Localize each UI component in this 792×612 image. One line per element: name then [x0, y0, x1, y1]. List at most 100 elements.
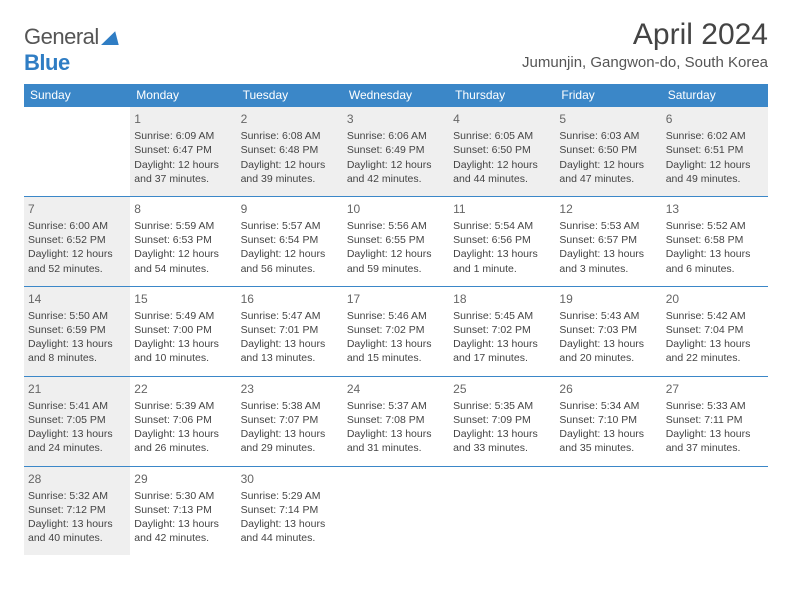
daylight1-text: Daylight: 12 hours: [347, 158, 445, 172]
daylight1-text: Daylight: 12 hours: [241, 247, 339, 261]
daylight1-text: Daylight: 13 hours: [666, 337, 764, 351]
daylight2-text: and 42 minutes.: [347, 172, 445, 186]
daylight1-text: Daylight: 13 hours: [28, 337, 126, 351]
daylight1-text: Daylight: 13 hours: [559, 247, 657, 261]
daylight2-text: and 33 minutes.: [453, 441, 551, 455]
day-number: 25: [453, 381, 551, 397]
day-header-saturday: Saturday: [662, 84, 768, 106]
daylight1-text: Daylight: 13 hours: [559, 337, 657, 351]
daylight1-text: Daylight: 13 hours: [134, 427, 232, 441]
day-number: 27: [666, 381, 764, 397]
day-cell-29: 29Sunrise: 5:30 AMSunset: 7:13 PMDayligh…: [130, 466, 236, 556]
daylight2-text: and 56 minutes.: [241, 262, 339, 276]
daylight1-text: Daylight: 13 hours: [347, 337, 445, 351]
daylight1-text: Daylight: 13 hours: [347, 427, 445, 441]
daylight1-text: Daylight: 13 hours: [559, 427, 657, 441]
daylight1-text: Daylight: 13 hours: [453, 337, 551, 351]
daylight2-text: and 54 minutes.: [134, 262, 232, 276]
day-number: 4: [453, 111, 551, 127]
day-cell-21: 21Sunrise: 5:41 AMSunset: 7:05 PMDayligh…: [24, 376, 130, 466]
day-cell-22: 22Sunrise: 5:39 AMSunset: 7:06 PMDayligh…: [130, 376, 236, 466]
daylight2-text: and 44 minutes.: [453, 172, 551, 186]
sunrise-text: Sunrise: 5:37 AM: [347, 399, 445, 413]
sunset-text: Sunset: 7:14 PM: [241, 503, 339, 517]
day-cell-14: 14Sunrise: 5:50 AMSunset: 6:59 PMDayligh…: [24, 286, 130, 376]
empty-cell: [24, 106, 130, 196]
day-cell-15: 15Sunrise: 5:49 AMSunset: 7:00 PMDayligh…: [130, 286, 236, 376]
sunset-text: Sunset: 7:06 PM: [134, 413, 232, 427]
daylight2-text: and 35 minutes.: [559, 441, 657, 455]
sunrise-text: Sunrise: 5:43 AM: [559, 309, 657, 323]
sunset-text: Sunset: 7:13 PM: [134, 503, 232, 517]
daylight2-text: and 47 minutes.: [559, 172, 657, 186]
daylight2-text: and 17 minutes.: [453, 351, 551, 365]
sunrise-text: Sunrise: 5:52 AM: [666, 219, 764, 233]
sunrise-text: Sunrise: 5:33 AM: [666, 399, 764, 413]
sunset-text: Sunset: 6:50 PM: [453, 143, 551, 157]
day-number: 23: [241, 381, 339, 397]
day-cell-9: 9Sunrise: 5:57 AMSunset: 6:54 PMDaylight…: [237, 196, 343, 286]
sunset-text: Sunset: 6:53 PM: [134, 233, 232, 247]
day-cell-4: 4Sunrise: 6:05 AMSunset: 6:50 PMDaylight…: [449, 106, 555, 196]
daylight2-text: and 20 minutes.: [559, 351, 657, 365]
daylight1-text: Daylight: 13 hours: [666, 247, 764, 261]
sunrise-text: Sunrise: 5:49 AM: [134, 309, 232, 323]
daylight1-text: Daylight: 13 hours: [453, 427, 551, 441]
sunrise-text: Sunrise: 5:41 AM: [28, 399, 126, 413]
sunset-text: Sunset: 6:56 PM: [453, 233, 551, 247]
daylight2-text: and 3 minutes.: [559, 262, 657, 276]
day-number: 21: [28, 381, 126, 397]
daylight2-text: and 37 minutes.: [134, 172, 232, 186]
day-number: 22: [134, 381, 232, 397]
daylight1-text: Daylight: 13 hours: [28, 517, 126, 531]
sunrise-text: Sunrise: 6:00 AM: [28, 219, 126, 233]
daylight2-text: and 39 minutes.: [241, 172, 339, 186]
day-cell-27: 27Sunrise: 5:33 AMSunset: 7:11 PMDayligh…: [662, 376, 768, 466]
day-cell-17: 17Sunrise: 5:46 AMSunset: 7:02 PMDayligh…: [343, 286, 449, 376]
daylight2-text: and 24 minutes.: [28, 441, 126, 455]
day-cell-11: 11Sunrise: 5:54 AMSunset: 6:56 PMDayligh…: [449, 196, 555, 286]
daylight2-text: and 49 minutes.: [666, 172, 764, 186]
day-cell-7: 7Sunrise: 6:00 AMSunset: 6:52 PMDaylight…: [24, 196, 130, 286]
day-cell-18: 18Sunrise: 5:45 AMSunset: 7:02 PMDayligh…: [449, 286, 555, 376]
day-cell-26: 26Sunrise: 5:34 AMSunset: 7:10 PMDayligh…: [555, 376, 661, 466]
sunset-text: Sunset: 7:07 PM: [241, 413, 339, 427]
daylight1-text: Daylight: 13 hours: [241, 517, 339, 531]
day-cell-30: 30Sunrise: 5:29 AMSunset: 7:14 PMDayligh…: [237, 466, 343, 556]
daylight2-text: and 8 minutes.: [28, 351, 126, 365]
day-cell-25: 25Sunrise: 5:35 AMSunset: 7:09 PMDayligh…: [449, 376, 555, 466]
header: General Blue April 2024 Jumunjin, Gangwo…: [24, 18, 768, 76]
day-number: 11: [453, 201, 551, 217]
empty-cell: [555, 466, 661, 556]
daylight2-text: and 52 minutes.: [28, 262, 126, 276]
day-cell-1: 1Sunrise: 6:09 AMSunset: 6:47 PMDaylight…: [130, 106, 236, 196]
logo-triangle-icon: [101, 31, 119, 45]
empty-cell: [662, 466, 768, 556]
daylight2-text: and 26 minutes.: [134, 441, 232, 455]
daylight2-text: and 40 minutes.: [28, 531, 126, 545]
empty-cell: [449, 466, 555, 556]
sunset-text: Sunset: 7:03 PM: [559, 323, 657, 337]
sunset-text: Sunset: 6:51 PM: [666, 143, 764, 157]
day-number: 13: [666, 201, 764, 217]
day-number: 5: [559, 111, 657, 127]
day-number: 17: [347, 291, 445, 307]
day-header-friday: Friday: [555, 84, 661, 106]
daylight1-text: Daylight: 13 hours: [134, 517, 232, 531]
daylight2-text: and 37 minutes.: [666, 441, 764, 455]
sunset-text: Sunset: 6:50 PM: [559, 143, 657, 157]
sunset-text: Sunset: 6:47 PM: [134, 143, 232, 157]
sunset-text: Sunset: 7:04 PM: [666, 323, 764, 337]
sunset-text: Sunset: 7:11 PM: [666, 413, 764, 427]
daylight1-text: Daylight: 12 hours: [453, 158, 551, 172]
daylight1-text: Daylight: 12 hours: [134, 158, 232, 172]
sunrise-text: Sunrise: 5:42 AM: [666, 309, 764, 323]
sunrise-text: Sunrise: 6:08 AM: [241, 129, 339, 143]
sunset-text: Sunset: 7:01 PM: [241, 323, 339, 337]
sunrise-text: Sunrise: 5:45 AM: [453, 309, 551, 323]
daylight2-text: and 1 minute.: [453, 262, 551, 276]
daylight2-text: and 44 minutes.: [241, 531, 339, 545]
day-header-monday: Monday: [130, 84, 236, 106]
daylight2-text: and 13 minutes.: [241, 351, 339, 365]
sunset-text: Sunset: 7:10 PM: [559, 413, 657, 427]
